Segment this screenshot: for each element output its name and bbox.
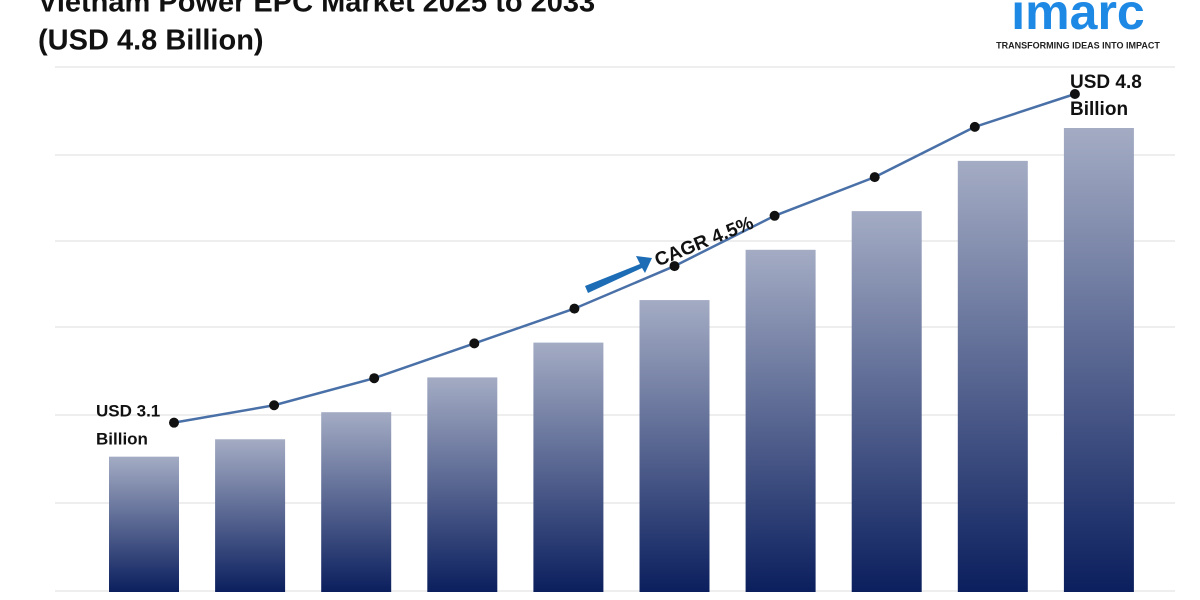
bar [957, 160, 1028, 592]
bar [321, 412, 392, 592]
trend-point [269, 400, 280, 411]
chart-title: Vietnam Power EPC Market 2025 to 2033 [38, 0, 595, 19]
trend-point [969, 121, 980, 132]
annotation: Billion [1070, 99, 1128, 120]
bar [745, 249, 816, 593]
bar [639, 300, 710, 592]
logo-tagline: TRANSFORMING IDEAS INTO IMPACT [996, 40, 1160, 50]
annotation: USD 3.1 [96, 401, 160, 420]
trend-point [869, 172, 880, 183]
trend-point [569, 303, 580, 314]
bars [109, 128, 1134, 593]
bar [109, 456, 179, 592]
annotation: USD 4.8 [1070, 72, 1142, 93]
bar [215, 439, 286, 592]
bar [1063, 128, 1134, 592]
annotation: Billion [96, 429, 148, 448]
bar [427, 377, 498, 592]
cagr-arrow [585, 256, 652, 293]
trend-line [173, 92, 1076, 424]
trend-point [169, 417, 179, 428]
annotation: CAGR 4.5% [652, 213, 757, 272]
trend-point [1069, 89, 1080, 99]
logo: imarc [1011, 0, 1144, 40]
bar [533, 342, 604, 592]
chart-subtitle: (USD 4.8 Billion) [38, 25, 264, 57]
trend [169, 89, 1080, 428]
trend-point [369, 373, 380, 384]
trend-point [669, 261, 680, 272]
trend-point [769, 210, 780, 221]
bar [851, 211, 922, 592]
trend-point [469, 338, 480, 349]
